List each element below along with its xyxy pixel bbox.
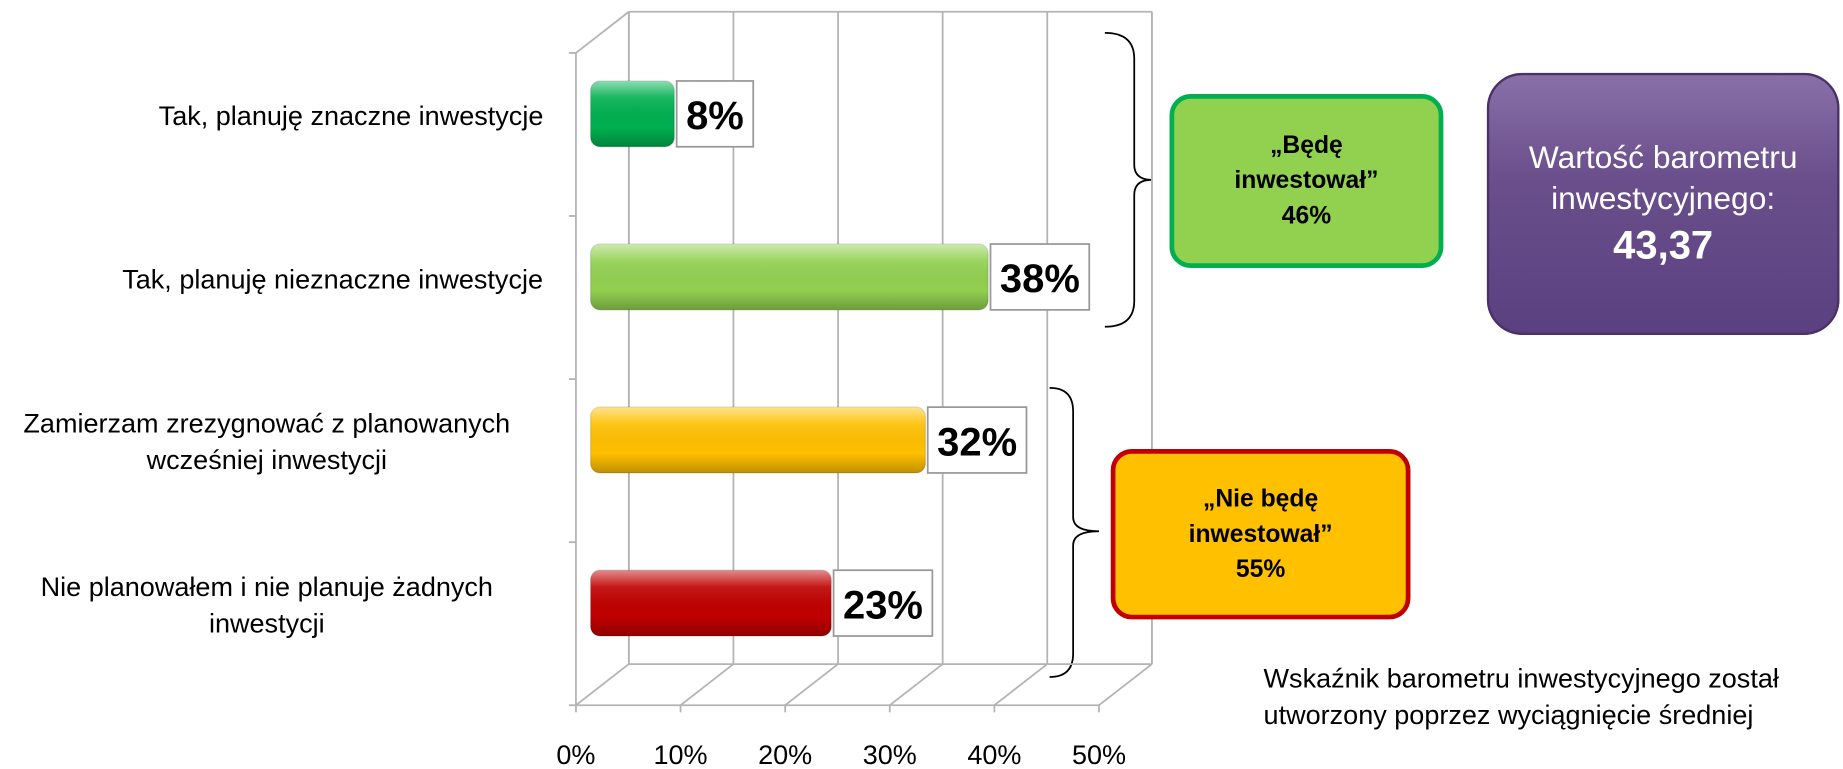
grid-line [680, 663, 734, 706]
bracket [1049, 386, 1099, 678]
value-label: 32% [937, 420, 1017, 464]
grid-line [993, 663, 1048, 706]
x-tick-label: 10% [654, 740, 708, 769]
value-label-box [926, 406, 1028, 474]
group-label: „Nie będę inwestował” [1188, 484, 1333, 548]
grid-line [784, 663, 839, 706]
barometer-box: Wartość barometru inwestycyjnego: 43,37 [1486, 72, 1840, 335]
grid-line [1098, 663, 1153, 706]
value-label: 23% [843, 583, 923, 627]
barometer-label: Wartość barometru inwestycyjnego: [1528, 139, 1798, 216]
value-label-box [675, 80, 755, 148]
x-tick-label: 20% [758, 740, 812, 769]
x-tick-label: 0% [556, 740, 595, 769]
value-label-box [832, 569, 934, 637]
category-label: Nie planowałem i nie planuje żadnych inw… [40, 571, 493, 639]
grid-line [575, 663, 630, 706]
axis-line [575, 11, 630, 54]
group-value: 55% [1235, 555, 1286, 583]
category-label: Tak, planuję znaczne inwestycje [158, 100, 544, 131]
category-label: Tak, planuję nieznaczne inwestycje [122, 263, 544, 294]
bar-shading [590, 80, 675, 147]
value-label: 8% [686, 94, 744, 138]
value-label: 38% [1000, 257, 1080, 301]
grid-line [889, 663, 944, 706]
bar-shading [590, 570, 832, 637]
note: Wskaźnik barometru inwestycyjnego został… [1263, 662, 1779, 730]
x-tick-label: 50% [1072, 740, 1126, 769]
bar-shading [590, 407, 926, 473]
group-value: 46% [1281, 202, 1332, 230]
value-label-box [989, 243, 1091, 311]
group-label: „Będę inwestował” [1234, 131, 1379, 194]
x-tick-label: 40% [967, 740, 1021, 769]
barometer-value: 43,37 [1613, 222, 1714, 268]
bracket [1104, 32, 1152, 328]
category-label: Zamierzam zrezygnować z planowanych wcze… [23, 408, 511, 476]
group-box: „Nie będę inwestował” 55% [1110, 448, 1411, 620]
group-box: „Będę inwestował” 46% [1169, 94, 1444, 268]
x-tick-label: 30% [863, 740, 917, 769]
bar-shading [590, 244, 989, 310]
